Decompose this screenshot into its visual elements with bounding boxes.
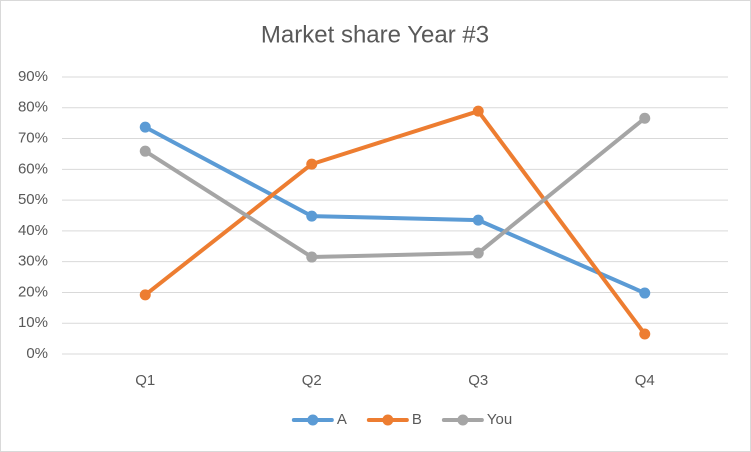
series-line xyxy=(143,125,647,296)
y-tick-label: 0% xyxy=(26,345,48,362)
y-tick-label: 20% xyxy=(18,283,48,300)
point-marker xyxy=(139,121,151,133)
point-marker xyxy=(139,289,151,301)
point-marker xyxy=(639,328,651,340)
x-tick-label: Q1 xyxy=(135,372,155,389)
x-tick-label: Q2 xyxy=(302,372,322,389)
y-tick-label: 70% xyxy=(18,130,48,147)
point-marker xyxy=(472,214,484,226)
legend-label: You xyxy=(487,411,512,428)
legend: A B You xyxy=(291,411,512,428)
point-marker xyxy=(639,287,651,299)
y-tick-label: 80% xyxy=(18,99,48,116)
y-tick-label: 90% xyxy=(18,68,48,85)
series-line xyxy=(143,116,647,260)
point-marker xyxy=(639,112,651,124)
y-tick-label: 40% xyxy=(18,222,48,239)
y-tick-label: 60% xyxy=(18,160,48,177)
chart-title: Market share Year #3 xyxy=(261,21,489,48)
legend-label: B xyxy=(412,411,422,428)
legend-swatch-marker xyxy=(382,414,394,426)
x-tick-label: Q4 xyxy=(635,372,655,389)
legend-label: A xyxy=(337,411,347,428)
y-tick-label: 30% xyxy=(18,253,48,270)
y-tick-label: 10% xyxy=(18,314,48,331)
point-marker xyxy=(472,105,484,117)
legend-swatch-marker xyxy=(307,414,319,426)
point-marker xyxy=(472,247,484,259)
legend-swatch-marker xyxy=(457,414,469,426)
point-marker xyxy=(306,210,318,222)
point-marker xyxy=(306,251,318,263)
series-line xyxy=(143,109,647,336)
point-marker xyxy=(306,158,318,170)
point-marker xyxy=(139,145,151,157)
x-tick-label: Q3 xyxy=(468,372,488,389)
y-tick-label: 50% xyxy=(18,191,48,208)
